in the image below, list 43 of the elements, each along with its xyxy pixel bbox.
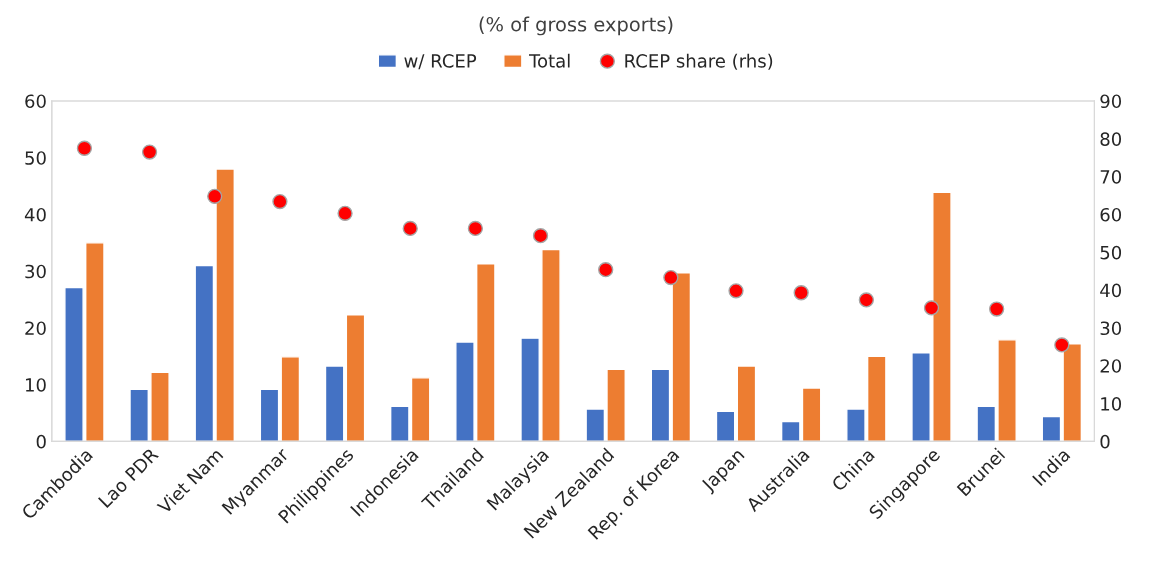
legend-label: Total xyxy=(529,53,570,68)
y2-tick-label: 30 xyxy=(1100,321,1122,336)
y2-tick-label: 20 xyxy=(1100,359,1122,373)
point xyxy=(467,220,484,237)
point xyxy=(923,300,940,316)
point xyxy=(272,193,288,210)
y2-tick-label: 60 xyxy=(1100,207,1122,222)
y2-tick-label: 50 xyxy=(1100,245,1122,260)
legend-label: w/ RCEP xyxy=(404,54,477,70)
y2-tick-label: 90 xyxy=(1100,94,1122,109)
y-tick-label: 20 xyxy=(25,321,46,336)
legend-label: RCEP share (rhs) xyxy=(625,53,773,70)
bar xyxy=(715,410,736,442)
bar xyxy=(259,388,280,442)
point xyxy=(598,262,614,278)
y-tick-label: 30 xyxy=(25,264,46,279)
y-tick-label: 0 xyxy=(36,434,46,449)
bar xyxy=(736,365,757,442)
chart-title: (% of gross exports) xyxy=(479,16,673,36)
y2-tick-label: 80 xyxy=(1100,132,1122,146)
point xyxy=(793,285,809,301)
point xyxy=(141,144,158,160)
bar xyxy=(324,365,345,442)
bar xyxy=(280,356,301,442)
point xyxy=(663,269,679,286)
point xyxy=(1054,337,1070,353)
y-tick-label: 50 xyxy=(25,151,46,165)
point xyxy=(76,140,93,156)
point xyxy=(337,205,353,221)
point xyxy=(532,227,549,244)
y2-tick-label: 10 xyxy=(1101,397,1122,411)
point xyxy=(402,220,418,237)
point xyxy=(989,301,1005,317)
y2-tick-label: 40 xyxy=(1100,283,1122,298)
point xyxy=(728,283,744,299)
y-tick-label: 10 xyxy=(25,378,46,392)
bar xyxy=(345,314,366,442)
y2-tick-label: 70 xyxy=(1100,170,1122,184)
point xyxy=(207,188,223,204)
y-tick-label: 60 xyxy=(25,94,46,109)
y-tick-label: 40 xyxy=(24,207,46,222)
point xyxy=(858,292,874,308)
y2-tick-label: 0 xyxy=(1100,434,1110,449)
